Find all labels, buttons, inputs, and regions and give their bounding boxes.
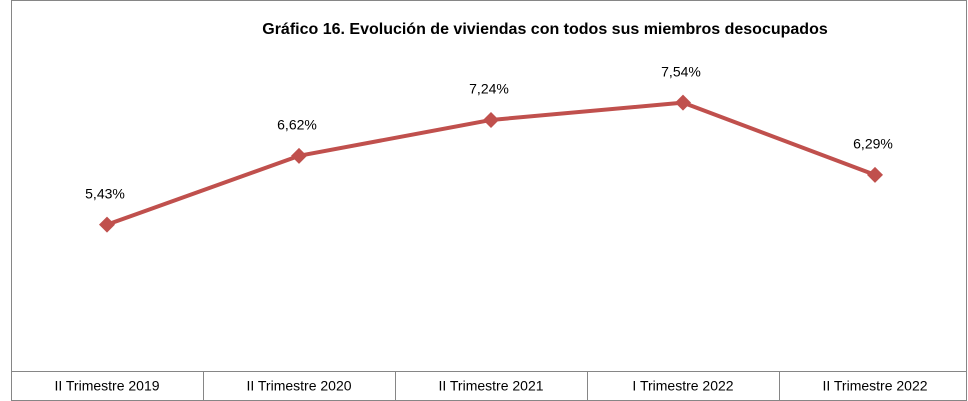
x-tick-label: I Trimestre 2022 (632, 378, 733, 394)
x-tick-label: II Trimestre 2022 (822, 378, 927, 394)
x-tick-label: II Trimestre 2019 (54, 378, 159, 394)
chart-title: Gráfico 16. Evolución de viviendas con t… (262, 21, 828, 38)
x-tick-label: II Trimestre 2021 (438, 378, 543, 394)
point-marker (99, 216, 115, 233)
data-label: 7,54% (661, 63, 701, 79)
data-label: 5,43% (85, 185, 125, 201)
data-label: 6,62% (277, 117, 317, 133)
data-label: 6,29% (853, 136, 893, 152)
point-marker (483, 111, 499, 128)
point-marker (291, 147, 307, 164)
point-marker (867, 166, 883, 183)
point-marker (675, 94, 691, 111)
x-tick-label: II Trimestre 2020 (246, 378, 351, 394)
data-label: 7,24% (469, 81, 509, 97)
chart-frame (11, 0, 967, 401)
